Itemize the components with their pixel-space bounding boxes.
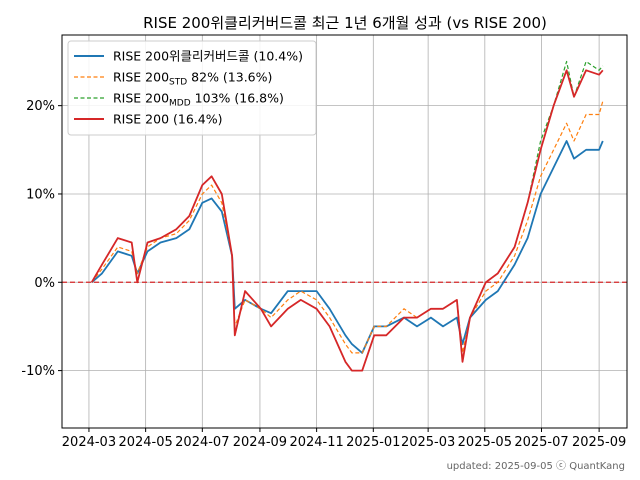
y-tick-label: 20%	[26, 99, 55, 114]
x-tick-label: 2025-03	[401, 435, 455, 450]
chart-title: RISE 200위클리커버드콜 최근 1년 6개월 성과 (vs RISE 20…	[143, 14, 547, 32]
x-tick-label: 2025-07	[514, 435, 568, 450]
legend-box	[67, 40, 317, 136]
series-line-0	[91, 140, 604, 354]
x-axis: 2024-03 2024-05 2024-07 2024-09 2024-11 2025-…	[62, 428, 626, 450]
legend-label-3: RISE 200 (16.4%)	[113, 112, 222, 127]
series-layer	[90, 60, 604, 372]
legend-label-1: RISE 200STD 82% (13.6%)	[113, 70, 272, 88]
legend-label-main: RISE 200 (16.4%)	[113, 112, 222, 127]
series-line-1	[91, 101, 604, 354]
y-axis: -10% 0% 10% 20%	[21, 99, 62, 379]
y-tick-label: 10%	[26, 187, 55, 202]
y-tick-label: -10%	[21, 364, 55, 379]
y-tick-label: 0%	[34, 276, 55, 291]
series-line-3	[90, 69, 604, 372]
legend: RISE 200위클리커버드콜 (10.4%) RISE 200STD 82% (…	[67, 40, 317, 136]
legend-label-main: RISE 200	[113, 70, 169, 85]
legend-label-subscript: STD	[169, 78, 187, 88]
x-tick-label: 2024-11	[289, 435, 343, 450]
legend-label-main: RISE 200위클리커버드콜 (10.4%)	[113, 49, 303, 64]
legend-label-2: RISE 200MDD 103% (16.8%)	[113, 91, 284, 109]
footer-text: updated: 2025-09-05 ⓒ QuantKang	[447, 460, 625, 472]
legend-label-suffix: 103% (16.8%)	[191, 91, 284, 106]
x-tick-label: 2024-09	[233, 435, 287, 450]
x-tick-label: 2025-01	[346, 435, 400, 450]
plot-frame	[61, 34, 628, 429]
x-tick-label: 2024-05	[118, 435, 172, 450]
x-tick-label: 2025-05	[458, 435, 512, 450]
legend-label-subscript: MDD	[169, 99, 191, 109]
x-tick-label: 2024-03	[62, 435, 116, 450]
legend-label-0: RISE 200위클리커버드콜 (10.4%)	[113, 49, 303, 64]
x-tick-label: 2025-09	[572, 435, 626, 450]
x-tick-label: 2024-07	[175, 435, 229, 450]
legend-label-suffix: 82% (13.6%)	[187, 70, 272, 85]
legend-label-main: RISE 200	[113, 91, 169, 106]
